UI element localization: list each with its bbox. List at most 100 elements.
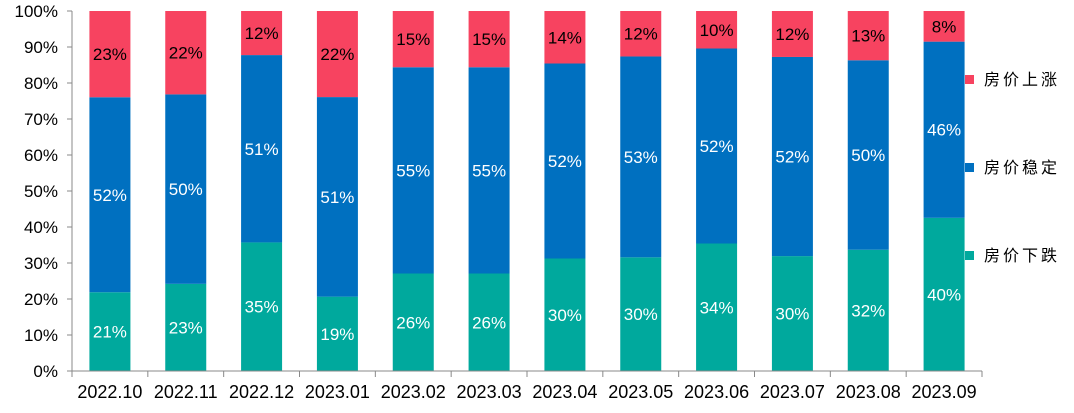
bar-segment [316,11,358,98]
data-label: 52% [548,152,582,171]
x-tick-label: 2023.09 [912,382,977,402]
x-tick-label: 2023.03 [457,382,522,402]
data-label: 35% [245,298,279,317]
bar-segment [847,60,889,250]
data-label: 23% [93,45,127,64]
x-tick-label: 2023.01 [305,382,370,402]
bar-segment [620,11,662,57]
data-label: 26% [472,313,506,332]
bar-segment [316,97,358,297]
bar-segment [241,11,283,56]
bar-segment [241,242,283,371]
x-tick-label: 2022.10 [77,382,142,402]
axes-layer: 2022.10 2022.11 2022.12 2023.01 2023.02 2023.… [15,2,983,402]
y-tick-label: 10% [24,326,58,345]
data-label: 55% [396,161,430,180]
bar-segment [392,11,434,68]
legend-swatch [965,251,974,260]
x-tick-label: 2023.04 [532,382,597,402]
bar-segment [923,41,965,218]
bar-segment [771,56,813,257]
data-label: 8% [932,17,957,36]
bar-segment [771,256,813,371]
y-tick-label: 50% [24,182,58,201]
bar-segment [165,283,207,371]
legend-label: 房价上涨 [984,70,1060,89]
data-label: 46% [927,121,961,140]
x-tick-label: 2023.06 [684,382,749,402]
bar-segment [241,55,283,243]
data-label: 23% [169,318,203,337]
data-label: 13% [851,27,885,46]
bar-segment [89,292,131,371]
x-tick-label: 2022.12 [229,382,294,402]
data-label: 15% [472,30,506,49]
data-label: 10% [700,21,734,40]
data-label: 40% [927,285,961,304]
data-label: 30% [624,305,658,324]
data-label: 14% [548,28,582,47]
bar-segment [696,48,738,244]
x-tick-label: 2023.02 [381,382,446,402]
data-label: 53% [624,148,658,167]
x-tick-label: 2023.05 [608,382,673,402]
bars-layer: 21% 52% 23% 23% 50% 22% 35% 51% 12% 19% 51% 22% 26% 5… [89,11,965,371]
bar-segment [847,11,889,61]
bar-segment [468,273,510,371]
data-label: 50% [851,146,885,165]
data-label: 52% [775,148,809,167]
data-label: 21% [93,323,127,342]
legend-label: 房价下跌 [984,246,1060,265]
y-tick-label: 100% [15,2,58,21]
data-label: 30% [548,306,582,325]
data-label: 52% [93,186,127,205]
data-label: 26% [396,313,430,332]
bar-segment [165,94,207,284]
data-label: 30% [775,305,809,324]
bar-segment [89,11,131,98]
data-label: 32% [851,301,885,320]
y-tick-label: 80% [24,74,58,93]
legend-swatch [965,75,974,84]
data-label: 52% [700,137,734,156]
bar-segment [89,97,131,293]
y-tick-label: 40% [24,218,58,237]
data-label: 15% [396,30,430,49]
bar-segment [696,243,738,371]
bar-segment [544,11,586,64]
data-label: 55% [472,161,506,180]
bar-segment [544,63,586,259]
x-tick-label: 2023.08 [836,382,901,402]
data-label: 12% [775,25,809,44]
bar-segment [468,67,510,274]
data-label: 51% [245,140,279,159]
data-label: 34% [700,298,734,317]
x-tick-label: 2023.07 [760,382,825,402]
data-label: 19% [320,325,354,344]
legend-label: 房价稳定 [984,158,1060,177]
bar-segment [847,249,889,371]
bar-segment [544,258,586,371]
y-tick-label: 90% [24,38,58,57]
bar-segment [771,11,813,57]
y-tick-label: 60% [24,146,58,165]
data-label: 22% [169,44,203,63]
legend-swatch [965,163,974,172]
x-tick-label: 2022.11 [154,382,218,402]
data-label: 50% [169,180,203,199]
bar-segment [696,11,738,49]
y-tick-label: 30% [24,254,58,273]
bar-segment [620,257,662,371]
y-tick-label: 0% [33,362,58,381]
bar-segment [468,11,510,68]
bar-segment [620,56,662,258]
data-label: 12% [624,25,658,44]
bar-segment [165,11,207,95]
y-tick-label: 20% [24,290,58,309]
bar-segment [316,296,358,371]
y-tick-label: 70% [24,110,58,129]
data-label: 51% [320,188,354,207]
bar-segment [923,11,965,42]
